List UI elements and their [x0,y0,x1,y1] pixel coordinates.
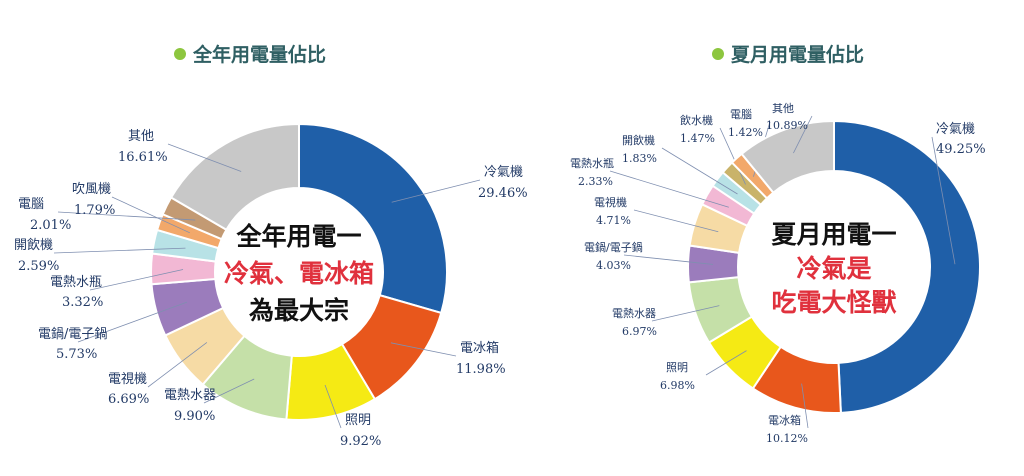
leader-line [147,342,208,388]
leader-line [390,342,457,357]
slice-label-value: 6.69% [108,392,149,407]
leader-line [633,209,719,233]
chart-title-annual: 全年用電量佔比 [192,43,326,66]
leader-line [203,378,255,404]
slice-label-name: 電熱水瓶 [570,156,614,170]
slice-label-value: 2.01% [30,218,71,233]
slice-label-name: 電視機 [594,195,627,209]
slice-label-name: 電視機 [108,372,147,387]
slice-label-value: 29.46% [478,186,528,201]
chart-title-summer: 夏月用電量佔比 [731,43,864,66]
leader-line [391,179,481,203]
center-text-line: 全年用電一 [235,222,361,251]
slice-label-name: 電鍋/電子鍋 [38,326,107,342]
slice-label-name: 電熱水器 [612,307,656,320]
slice-label-name: 其他 [772,102,794,115]
slice-label-name: 吹風機 [72,182,111,197]
center-text-line: 夏月用電一 [771,220,896,249]
leader-line [89,269,184,291]
donut-hole [216,189,382,355]
slice-label-value: 6.98% [660,379,695,392]
slice-labels-annual: 冷氣機 29.46% 電冰箱 11.98% 照明 9.92% 電熱水器 9.90… [14,129,528,449]
slice-label-name: 冷氣機 [936,122,975,137]
slice-label-name: 電腦 [730,107,752,121]
leader-line [77,301,188,343]
slice-label-value: 10.12% [766,432,808,445]
center-text-annual: 全年用電一 冷氣、電冰箱 為最大宗 [224,222,374,325]
donut-slice [833,119,981,414]
center-text-line: 為最大宗 [249,296,349,325]
leader-line [801,383,809,429]
slice-label-value: 1.83% [622,152,657,165]
leader-line [111,196,190,234]
leader-line [931,136,956,265]
leader-line [609,170,729,208]
slice-label-value: 16.61% [118,150,168,165]
slice-label-value: 1.47% [680,132,715,145]
donut-slice [740,119,835,195]
slice-label-value: 1.42% [728,126,763,139]
slice-label-name: 電冰箱 [460,340,499,356]
slice-label-value: 3.32% [62,295,103,310]
slice-labels-summer: 冷氣機 49.25% 電冰箱 10.12% 照明 6.98% 電熱水器 6.97… [570,102,986,445]
slice-label-name: 冷氣機 [484,165,523,180]
slice-label-value: 6.97% [622,325,657,338]
slice-label-name: 飲水機 [680,113,713,127]
slice-label-name: 電熱水瓶 [50,275,102,290]
leader-line [793,115,813,154]
slice-label-value: 9.90% [174,409,215,424]
donut-slice [298,122,448,315]
leader-line [719,127,746,185]
slice-label-name: 開飲機 [14,237,53,253]
leader-line [53,247,186,254]
leader-line [705,350,747,376]
slice-label-name: 電冰箱 [768,413,801,427]
slice-label-value: 11.98% [456,362,506,377]
center-text-line: 冷氣是 [796,254,871,283]
slice-label-name: 照明 [666,361,688,374]
slice-label-name: 照明 [345,413,371,428]
slice-label-value: 10.89% [766,119,808,132]
leader-line [57,211,196,221]
leader-line [661,147,738,195]
leader-line [324,384,342,429]
donut-hole [739,172,929,362]
center-text-summer: 夏月用電一 冷氣是 吃電大怪獸 [771,220,896,317]
slice-label-value: 9.92% [340,434,381,449]
slice-label-name: 電鍋/電子鍋 [584,240,643,254]
slice-label-value: 4.03% [596,259,631,272]
center-text-line: 吃電大怪獸 [771,288,896,317]
slice-label-name: 其他 [128,129,154,144]
slice-label-value: 5.73% [56,347,97,362]
donut-slice [169,122,300,232]
leader-line [167,143,242,172]
slice-label-name: 開飲機 [622,133,655,147]
leader-line [623,254,714,265]
slice-label-value: 2.33% [578,175,613,188]
leader-line [651,305,720,322]
center-text-line: 冷氣、電冰箱 [224,259,374,288]
slice-label-value: 1.79% [74,203,115,218]
slice-label-name: 電腦 [18,197,44,212]
slice-label-value: 49.25% [936,142,986,157]
slice-label-name: 電熱水器 [164,388,216,403]
donut-chart-annual [53,122,481,429]
title-bullet-icon [712,48,724,60]
title-bullet-icon [174,48,186,60]
slice-label-value: 2.59% [18,259,59,274]
slice-label-value: 4.71% [596,214,631,227]
donut-chart-summer [609,115,981,429]
